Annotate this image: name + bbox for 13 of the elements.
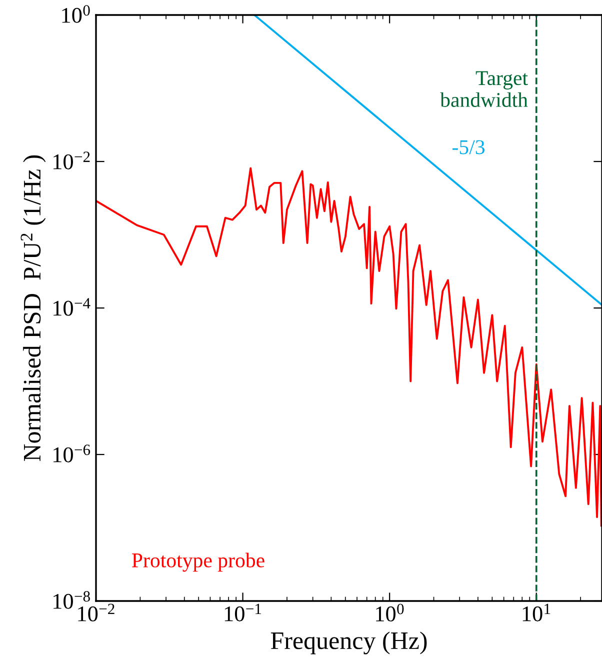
x-tick-label: 10$^{−2}$: [78, 604, 114, 622]
x-tick-label: 10$^{−1}$: [224, 604, 262, 622]
text: Prototype probe: [132, 552, 264, 572]
y-axis-title: Normalised PSD P/U$^{2}$ (1/Hz ): [20, 155, 46, 462]
x-tick-label: 10$^{1}$: [522, 604, 550, 622]
y-tick-label: 10$^{0}$: [62, 5, 90, 23]
y-tick-label: 10$^{−6}$: [54, 444, 90, 462]
x-axis-title: Frequency (Hz): [270, 632, 427, 654]
series-label: -5/3: [452, 140, 484, 154]
ref-line-label: Target bandwidth: [440, 71, 528, 107]
y-tick-label: 10$^{−2}$: [54, 152, 90, 170]
y-tick-label: 10$^{−4}$: [54, 298, 90, 316]
x-tick-label: 10$^{0}$: [376, 604, 404, 622]
